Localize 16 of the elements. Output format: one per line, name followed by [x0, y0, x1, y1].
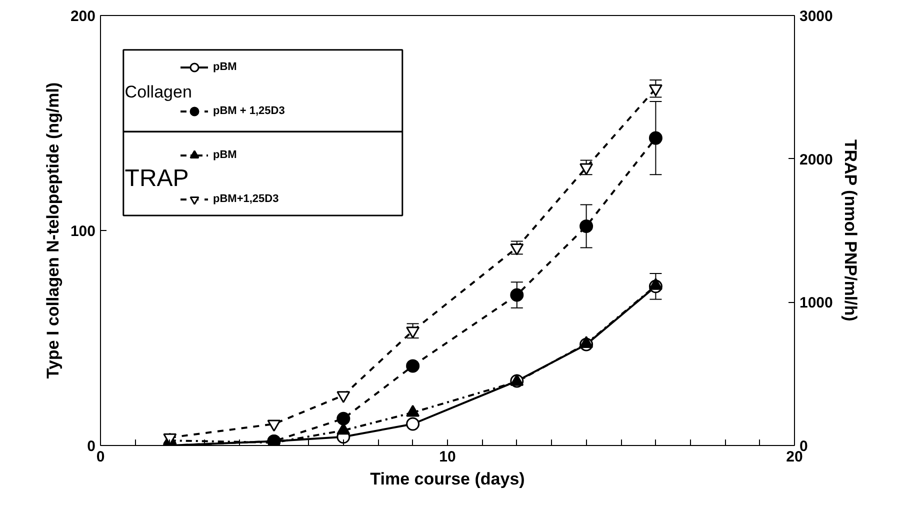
- x-axis-title: Time course (days): [370, 470, 525, 488]
- y2-tick-label: 3000: [800, 8, 833, 25]
- x-tick-label: 10: [439, 448, 456, 466]
- annotation: Collagen: [124, 82, 192, 102]
- y2-tick-label: 2000: [800, 151, 833, 168]
- y-tick-label: 100: [70, 223, 96, 240]
- legend-label: pBM: [213, 148, 237, 163]
- y2-tick-label: 1000: [800, 294, 833, 312]
- y-tick-label: 200: [70, 8, 96, 25]
- annotation: TRAP: [124, 164, 189, 192]
- y2-axis-title: TRAP (nmol PNP/ml/h): [840, 139, 860, 322]
- legend-label: pBM: [213, 60, 237, 75]
- y-tick-label: 0: [87, 438, 96, 455]
- legend-label: pBM+1,25D3: [213, 192, 279, 207]
- legend-label: pBM + 1,25D3: [213, 104, 285, 119]
- y-axis-title: Type I collagen N-telopeptide (ng/ml): [43, 82, 62, 379]
